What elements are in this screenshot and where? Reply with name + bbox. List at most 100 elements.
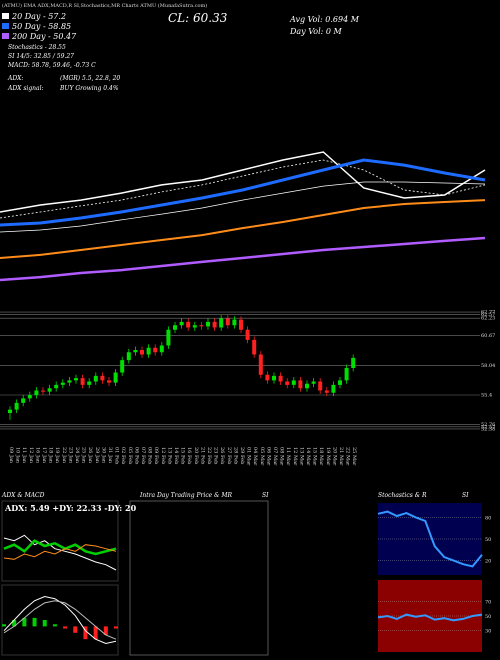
intraday-box <box>129 500 269 656</box>
legend-entry: 20 Day - 57.2 <box>11 12 66 21</box>
candle-body <box>166 329 171 346</box>
candle-body <box>173 325 177 330</box>
x-tick-label: 12 Jan <box>28 447 34 464</box>
x-tick-label: 31 Jan <box>107 447 113 464</box>
candle-body <box>225 318 230 326</box>
candle-body <box>338 380 342 385</box>
y-tick-label: 55.4 <box>481 393 492 399</box>
adx-label: ADX: <box>7 75 23 82</box>
y-tick-label: 52.76 <box>481 422 495 428</box>
panel-title: SI <box>462 492 469 499</box>
series-line <box>3 600 117 640</box>
panel-title: ADX & MACD <box>1 492 45 499</box>
x-tick-label: 29 Jan <box>94 447 100 464</box>
series-line <box>3 595 117 645</box>
adx-panel-text: ADX: 5.49 +DY: 22.33 -DY: 20 <box>4 503 137 513</box>
x-tick-label: 26 Feb <box>219 447 225 464</box>
x-tick-label: 17 Jan <box>41 447 47 464</box>
histogram-bar <box>83 626 88 640</box>
x-tick-label: 25 Jan <box>81 447 87 464</box>
x-tick-label: 18 Mar <box>318 447 324 466</box>
candle-body <box>265 374 270 381</box>
macd-text: MACD: 58.78, 59.46, -0.73 C <box>7 62 96 69</box>
x-tick-label: 25 Mar <box>351 447 357 466</box>
legend-swatch <box>2 13 9 19</box>
series-line <box>0 158 486 227</box>
candle-body <box>186 321 191 328</box>
candle-body <box>87 381 92 385</box>
candle-body <box>258 354 263 375</box>
candle-body <box>146 347 151 355</box>
x-tick-label: 27 Feb <box>226 447 232 464</box>
series-line <box>3 539 117 556</box>
x-tick-label: 01 Mar <box>246 447 252 466</box>
candle-body <box>60 382 65 385</box>
x-tick-label: 23 Feb <box>213 447 219 464</box>
close-price: CL: 60.33 <box>168 11 228 25</box>
series-line <box>3 544 117 560</box>
candle-body <box>93 375 98 382</box>
x-tick-label: 12 Mar <box>292 447 298 466</box>
x-tick-label: 20 Feb <box>193 447 199 464</box>
x-tick-label: 20 Mar <box>331 447 337 466</box>
x-tick-label: 28 Feb <box>232 447 238 464</box>
candle-body <box>153 347 158 353</box>
candle-body <box>232 319 237 326</box>
x-tick-label: 12 Feb <box>160 447 166 464</box>
candle-body <box>324 390 329 393</box>
x-tick-label: 21 Feb <box>199 447 205 464</box>
candle-body <box>219 318 224 328</box>
candle-body <box>298 380 303 389</box>
x-tick-label: 05 Feb <box>127 447 133 464</box>
panel-title: SI <box>262 492 269 499</box>
adx-box <box>1 500 119 582</box>
series-line <box>0 181 486 233</box>
x-tick-label: 24 Jan <box>74 447 80 464</box>
y-tick-label: 58.04 <box>481 363 495 369</box>
candle-body <box>239 319 243 330</box>
x-tick-label: 13 Feb <box>166 447 172 464</box>
candle-body <box>8 409 12 413</box>
histogram-bar <box>63 626 68 629</box>
histogram-bar <box>103 626 108 635</box>
panel-title: Intra Day Trading Price & MR <box>139 492 233 499</box>
legend-swatch <box>2 23 9 29</box>
histogram-bar <box>93 626 98 640</box>
candle-body <box>113 372 118 383</box>
x-tick-label: 14 Mar <box>305 447 311 466</box>
histogram-bar <box>12 620 17 627</box>
x-tick-label: 08 Feb <box>147 447 153 464</box>
panel-title: Stochastics & R <box>378 492 427 499</box>
candle-body <box>351 357 356 368</box>
candle-body <box>41 390 45 392</box>
y-tick-label: 60.67 <box>481 333 495 339</box>
x-tick-label: 07 Mar <box>272 447 278 466</box>
candle-body <box>212 321 217 328</box>
adx-signal-label: ADX signal: <box>7 85 44 92</box>
y-tick-label: 50 <box>485 537 491 543</box>
legend-entry: 200 Day - 50.47 <box>11 32 77 41</box>
x-tick-label: 10 Jan <box>15 447 21 464</box>
candle-body <box>100 375 105 381</box>
series-line <box>377 613 483 622</box>
x-tick-label: 16 Jan <box>34 447 40 464</box>
x-tick-label: 15 Feb <box>180 447 186 464</box>
histogram-bar <box>32 617 37 627</box>
x-tick-label: 18 Jan <box>48 447 54 464</box>
series-line <box>0 199 486 259</box>
x-tick-label: 13 Mar <box>298 447 304 466</box>
x-tick-label: 16 Feb <box>186 447 192 464</box>
candle-body <box>14 402 19 410</box>
header-title: (ATMU) EMA ADX,MACD,R SI,Stochastics,MR … <box>2 2 207 9</box>
candle-body <box>47 388 52 392</box>
candle-body <box>344 368 349 381</box>
x-tick-label: 06 Feb <box>133 447 139 464</box>
series-line <box>0 236 486 282</box>
y-tick-label: 80 <box>485 515 491 521</box>
x-tick-label: 30 Jan <box>100 447 106 464</box>
candle-body <box>159 345 164 353</box>
rsi-text: SI 14/5: 32.85 / 59.27 <box>8 53 74 60</box>
x-tick-label: 22 Mar <box>345 447 351 466</box>
candle-body <box>285 381 290 385</box>
